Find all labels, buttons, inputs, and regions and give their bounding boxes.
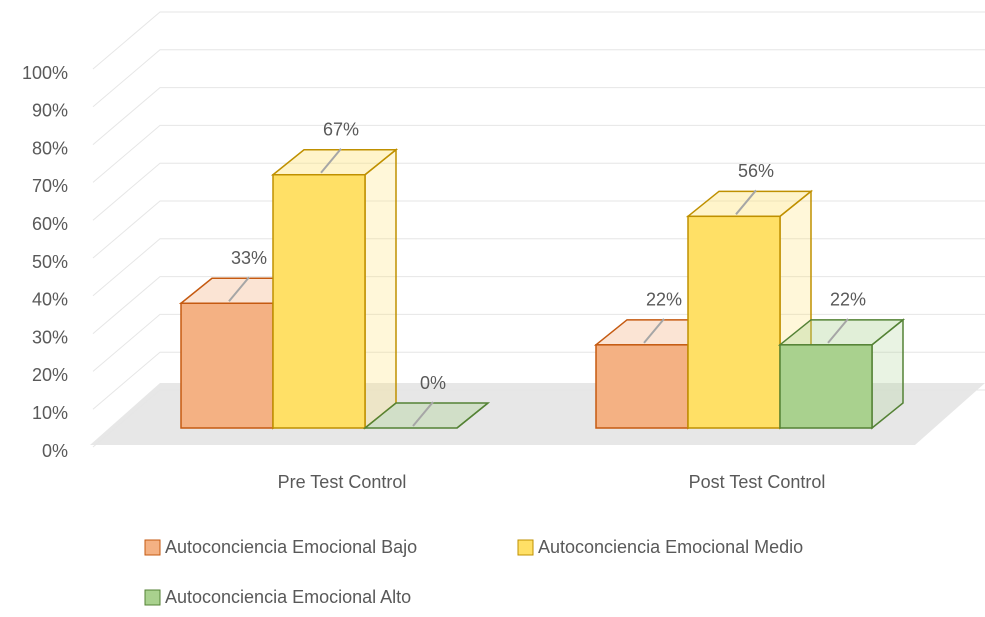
bar: [180, 302, 274, 429]
bar: [779, 344, 873, 429]
grid-line: [92, 49, 985, 108]
data-label: 33%: [231, 248, 267, 268]
grid-line: [92, 200, 985, 259]
data-label: 22%: [830, 290, 866, 310]
legend-swatch: [144, 589, 161, 606]
legend-label: Autoconciencia Emocional Bajo: [165, 537, 417, 557]
y-tick-label: 10%: [32, 403, 68, 423]
legend-label: Autoconciencia Emocional Alto: [165, 587, 411, 607]
leader-line: [320, 148, 342, 174]
y-tick-label: 50%: [32, 252, 68, 272]
y-tick-label: 20%: [32, 365, 68, 385]
legend-swatch: [144, 539, 161, 556]
y-tick-label: 60%: [32, 214, 68, 234]
leader-line: [735, 189, 757, 215]
data-label: 67%: [323, 119, 359, 139]
y-tick-label: 0%: [42, 441, 68, 461]
legend-swatch: [517, 539, 534, 556]
grid-line: [92, 87, 985, 145]
bar-top: [362, 402, 491, 429]
leader-line: [228, 276, 250, 302]
grid-line: [92, 124, 985, 183]
x-tick-label: Post Test Control: [689, 472, 826, 492]
bar: [272, 173, 366, 429]
data-label: 22%: [646, 290, 682, 310]
leader-line: [412, 401, 434, 427]
y-tick-label: 100%: [22, 63, 68, 83]
data-label: 0%: [420, 373, 446, 393]
y-tick-label: 80%: [32, 138, 68, 158]
leader-line: [827, 318, 849, 344]
legend-label: Autoconciencia Emocional Medio: [538, 537, 803, 557]
y-tick-label: 90%: [32, 101, 68, 121]
bar: [687, 215, 781, 429]
bar: [595, 344, 689, 429]
y-tick-label: 70%: [32, 176, 68, 196]
y-tick-label: 30%: [32, 327, 68, 347]
leader-line: [643, 318, 665, 344]
x-tick-label: Pre Test Control: [278, 472, 407, 492]
bar-side: [364, 148, 397, 430]
grid-line: [92, 11, 985, 70]
y-tick-label: 40%: [32, 290, 68, 310]
grid-line: [92, 162, 985, 221]
data-label: 56%: [738, 161, 774, 181]
